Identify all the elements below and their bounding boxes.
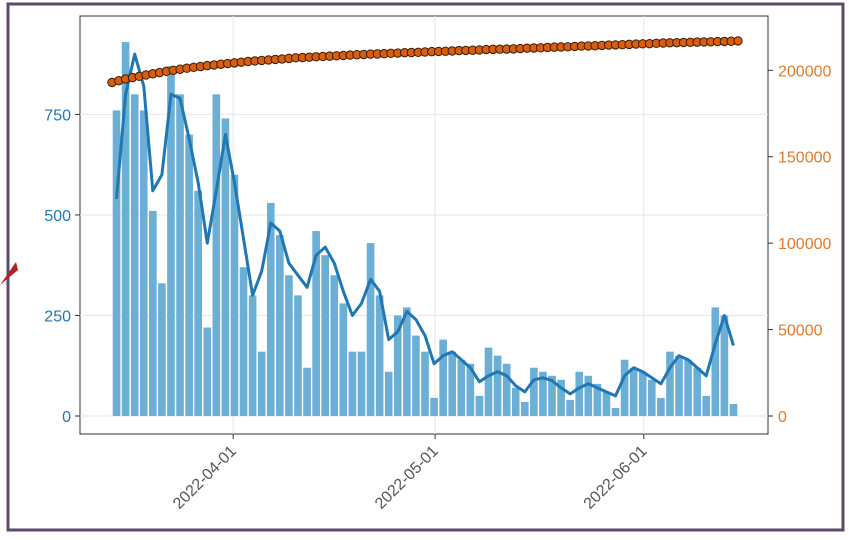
bar xyxy=(294,295,302,416)
tick-label-left: 500 xyxy=(44,208,71,225)
bar xyxy=(139,110,148,417)
line-series xyxy=(115,52,735,398)
tick-label-right: 0 xyxy=(778,409,787,426)
bar xyxy=(439,339,447,416)
bar xyxy=(648,379,656,416)
bar xyxy=(339,303,348,416)
bar xyxy=(212,94,221,416)
bar xyxy=(566,399,574,416)
bar xyxy=(729,403,738,416)
tick-label-right: 100000 xyxy=(778,236,831,253)
bar xyxy=(248,295,257,416)
bar xyxy=(149,210,157,416)
bar xyxy=(539,371,547,416)
bar xyxy=(584,375,593,416)
bar xyxy=(312,231,320,416)
bar xyxy=(366,243,375,416)
bar xyxy=(167,66,175,416)
bar xyxy=(484,347,493,416)
bar xyxy=(720,315,729,416)
bar xyxy=(221,118,230,416)
bar xyxy=(511,387,520,416)
bar xyxy=(638,371,647,416)
bar xyxy=(185,134,193,417)
bar xyxy=(575,371,584,416)
bar xyxy=(602,391,611,416)
bar xyxy=(230,174,239,416)
bar xyxy=(121,42,130,416)
bar xyxy=(348,351,357,416)
bar xyxy=(375,295,384,416)
tick-label-right: 50000 xyxy=(778,323,823,340)
tick-label-left: 250 xyxy=(44,308,71,325)
bar xyxy=(702,395,711,416)
tick-label-left: 0 xyxy=(62,409,71,426)
bar xyxy=(176,94,184,416)
bar xyxy=(430,397,438,416)
bar xyxy=(666,351,674,416)
bar xyxy=(112,110,121,417)
bar xyxy=(657,397,665,416)
bar xyxy=(493,355,502,416)
line-path xyxy=(115,52,735,398)
bar xyxy=(693,367,701,416)
bar xyxy=(194,190,202,416)
bar xyxy=(321,255,330,416)
bar xyxy=(330,275,339,416)
bar xyxy=(620,359,629,416)
bar xyxy=(502,363,511,416)
right-axis-ticks: 0 50000 100000 150000 200000 xyxy=(768,63,831,426)
bar xyxy=(466,363,475,416)
bar xyxy=(593,383,602,416)
bar xyxy=(611,407,620,416)
bar xyxy=(203,327,212,416)
bar xyxy=(711,307,720,416)
bar xyxy=(457,359,466,416)
bar-series xyxy=(112,42,738,417)
bar xyxy=(357,351,366,416)
bar xyxy=(303,367,311,416)
bar xyxy=(130,94,139,416)
tick-label-left: 750 xyxy=(44,107,71,124)
left-edge-arrow-icon xyxy=(0,262,18,285)
bar xyxy=(239,267,248,416)
bar xyxy=(684,359,692,416)
bar xyxy=(158,283,166,416)
bar xyxy=(285,275,293,416)
bar xyxy=(520,401,529,416)
bar xyxy=(475,395,484,416)
bar xyxy=(557,379,565,416)
data-point xyxy=(733,36,743,46)
point-series xyxy=(107,36,743,88)
bar xyxy=(448,351,457,416)
bar xyxy=(548,375,556,416)
bar xyxy=(393,315,402,416)
tick-label-right: 150000 xyxy=(778,150,831,167)
bar xyxy=(675,355,683,416)
bar xyxy=(403,307,411,416)
bar xyxy=(276,235,284,416)
bar xyxy=(384,371,393,416)
bar xyxy=(266,202,275,416)
tick-label-right: 200000 xyxy=(778,63,831,80)
bar xyxy=(412,335,420,416)
bar xyxy=(530,367,538,416)
bar xyxy=(629,367,638,416)
left-axis-ticks: 0 250 500 750 xyxy=(44,107,80,426)
bar xyxy=(421,351,429,416)
bar xyxy=(257,351,266,416)
